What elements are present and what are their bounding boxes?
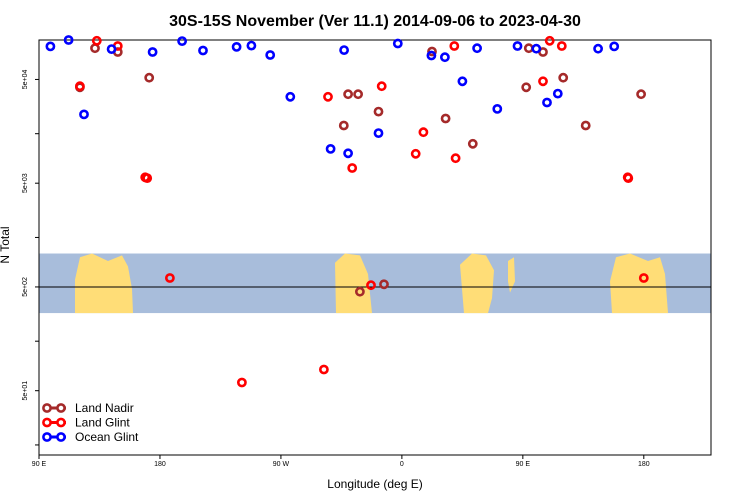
- land-glint-point: [449, 41, 460, 51]
- data-points: [45, 35, 649, 388]
- ocean-glint-point: [593, 43, 603, 54]
- ocean-glint-point: [392, 38, 403, 49]
- land-nadir-point: [343, 89, 353, 100]
- land-glint-point: [556, 41, 567, 51]
- legend-marker: [56, 403, 66, 413]
- ocean-glint-point: [343, 148, 353, 159]
- y-tick-label: 5e+03: [22, 173, 29, 193]
- land-glint-point: [418, 127, 429, 138]
- land-nadir-point: [440, 113, 451, 124]
- ocean-glint-point: [325, 143, 336, 154]
- ocean-glint-point: [79, 109, 89, 120]
- land-glint-point: [91, 35, 102, 46]
- ocean-glint-point: [542, 97, 552, 108]
- land-glint-point: [376, 81, 387, 92]
- land-nadir-point: [144, 72, 155, 83]
- legend-marker: [42, 432, 52, 442]
- land-nadir-point: [90, 43, 100, 54]
- ocean-glint-point: [106, 44, 117, 54]
- x-tick-label: 90 W: [273, 461, 290, 468]
- ocean-glint-point: [177, 36, 187, 46]
- ocean-glint-point: [45, 41, 56, 52]
- land-nadir-point: [379, 279, 389, 290]
- land-glint-point: [318, 364, 329, 375]
- x-axis: 90 E 180 90 W 0 90 E 180: [32, 455, 650, 468]
- ocean-glint-point: [246, 40, 257, 51]
- ocean-glint-point: [439, 52, 450, 63]
- ocean-glint-point: [339, 45, 349, 55]
- legend-label: Land Nadir: [75, 401, 134, 415]
- land-nadir-point: [353, 89, 363, 100]
- land-glint-point: [75, 81, 85, 92]
- y-tick-label: 5e+04: [22, 70, 29, 90]
- land-glint-point: [544, 35, 555, 46]
- land-shape: [335, 253, 372, 314]
- legend-marker: [42, 403, 52, 413]
- x-tick-label: 0: [400, 461, 404, 468]
- x-tick-label: 90 E: [516, 461, 531, 468]
- legend-marker: [56, 417, 66, 428]
- land-glint-point: [236, 377, 247, 388]
- land-nadir-point: [338, 120, 349, 131]
- land-nadir-point: [354, 286, 365, 297]
- ocean-glint-point: [147, 47, 158, 57]
- ocean-glint-point: [552, 88, 563, 99]
- legend-marker: [56, 432, 66, 442]
- ocean-glint-point: [285, 91, 296, 102]
- land-glint-point: [366, 280, 376, 291]
- ocean-glint-point: [609, 41, 620, 52]
- ocean-glint-point: [531, 43, 542, 54]
- land-glint-point: [164, 273, 175, 283]
- x-tick-label: 90 E: [32, 461, 47, 468]
- land-shape: [610, 253, 668, 314]
- legend-label: Land Glint: [75, 416, 130, 430]
- legend-label: Ocean Glint: [75, 430, 139, 444]
- plot-frame: [38, 39, 712, 456]
- land-glint-point: [347, 163, 358, 173]
- x-tick-label: 180: [154, 461, 166, 468]
- land-glint-point: [538, 76, 548, 87]
- legend-marker: [42, 417, 52, 428]
- x-tick-label: 180: [638, 461, 650, 468]
- land-nadir-point: [467, 138, 478, 149]
- land-nadir-point: [636, 89, 646, 100]
- x-axis-label: Longitude (deg E): [327, 477, 422, 491]
- ocean-glint-point: [492, 104, 503, 114]
- land-glint-point: [450, 153, 461, 164]
- land-glint-point: [142, 173, 153, 183]
- ocean-glint-point: [63, 35, 74, 45]
- y-tick-label: 5e+02: [22, 277, 29, 297]
- ocean-glint-point: [231, 42, 242, 52]
- land-glint-point: [410, 148, 421, 159]
- ocean-glint-point: [472, 43, 482, 54]
- land-nadir-point: [373, 106, 384, 117]
- land-shape: [75, 253, 133, 314]
- world-map-strip: [39, 253, 711, 314]
- y-axis: 5e+01 5e+02 5e+03 5e+04: [22, 70, 39, 446]
- y-axis-label: N Total: [0, 226, 12, 263]
- ocean-glint-point: [373, 128, 384, 138]
- land-nadir-point: [580, 120, 591, 131]
- land-nadir-point: [427, 46, 437, 57]
- ocean-glint-point: [265, 50, 276, 60]
- chart-title: 30S-15S November (Ver 11.1) 2014-09-06 t…: [169, 13, 581, 30]
- land-glint-point: [638, 273, 649, 283]
- land-nadir-point: [558, 72, 569, 83]
- ocean-glint-point: [198, 45, 208, 56]
- ocean-glint-point: [512, 41, 523, 51]
- land-glint-point: [623, 173, 634, 183]
- land-nadir-point: [523, 43, 534, 54]
- land-nadir-point: [521, 82, 532, 93]
- land-shape: [508, 257, 515, 293]
- ocean-glint-point: [426, 50, 437, 61]
- ocean-glint-point: [457, 76, 468, 87]
- land-shape: [460, 253, 494, 314]
- land-glint-point: [323, 91, 333, 102]
- y-tick-label: 5e+01: [22, 381, 29, 401]
